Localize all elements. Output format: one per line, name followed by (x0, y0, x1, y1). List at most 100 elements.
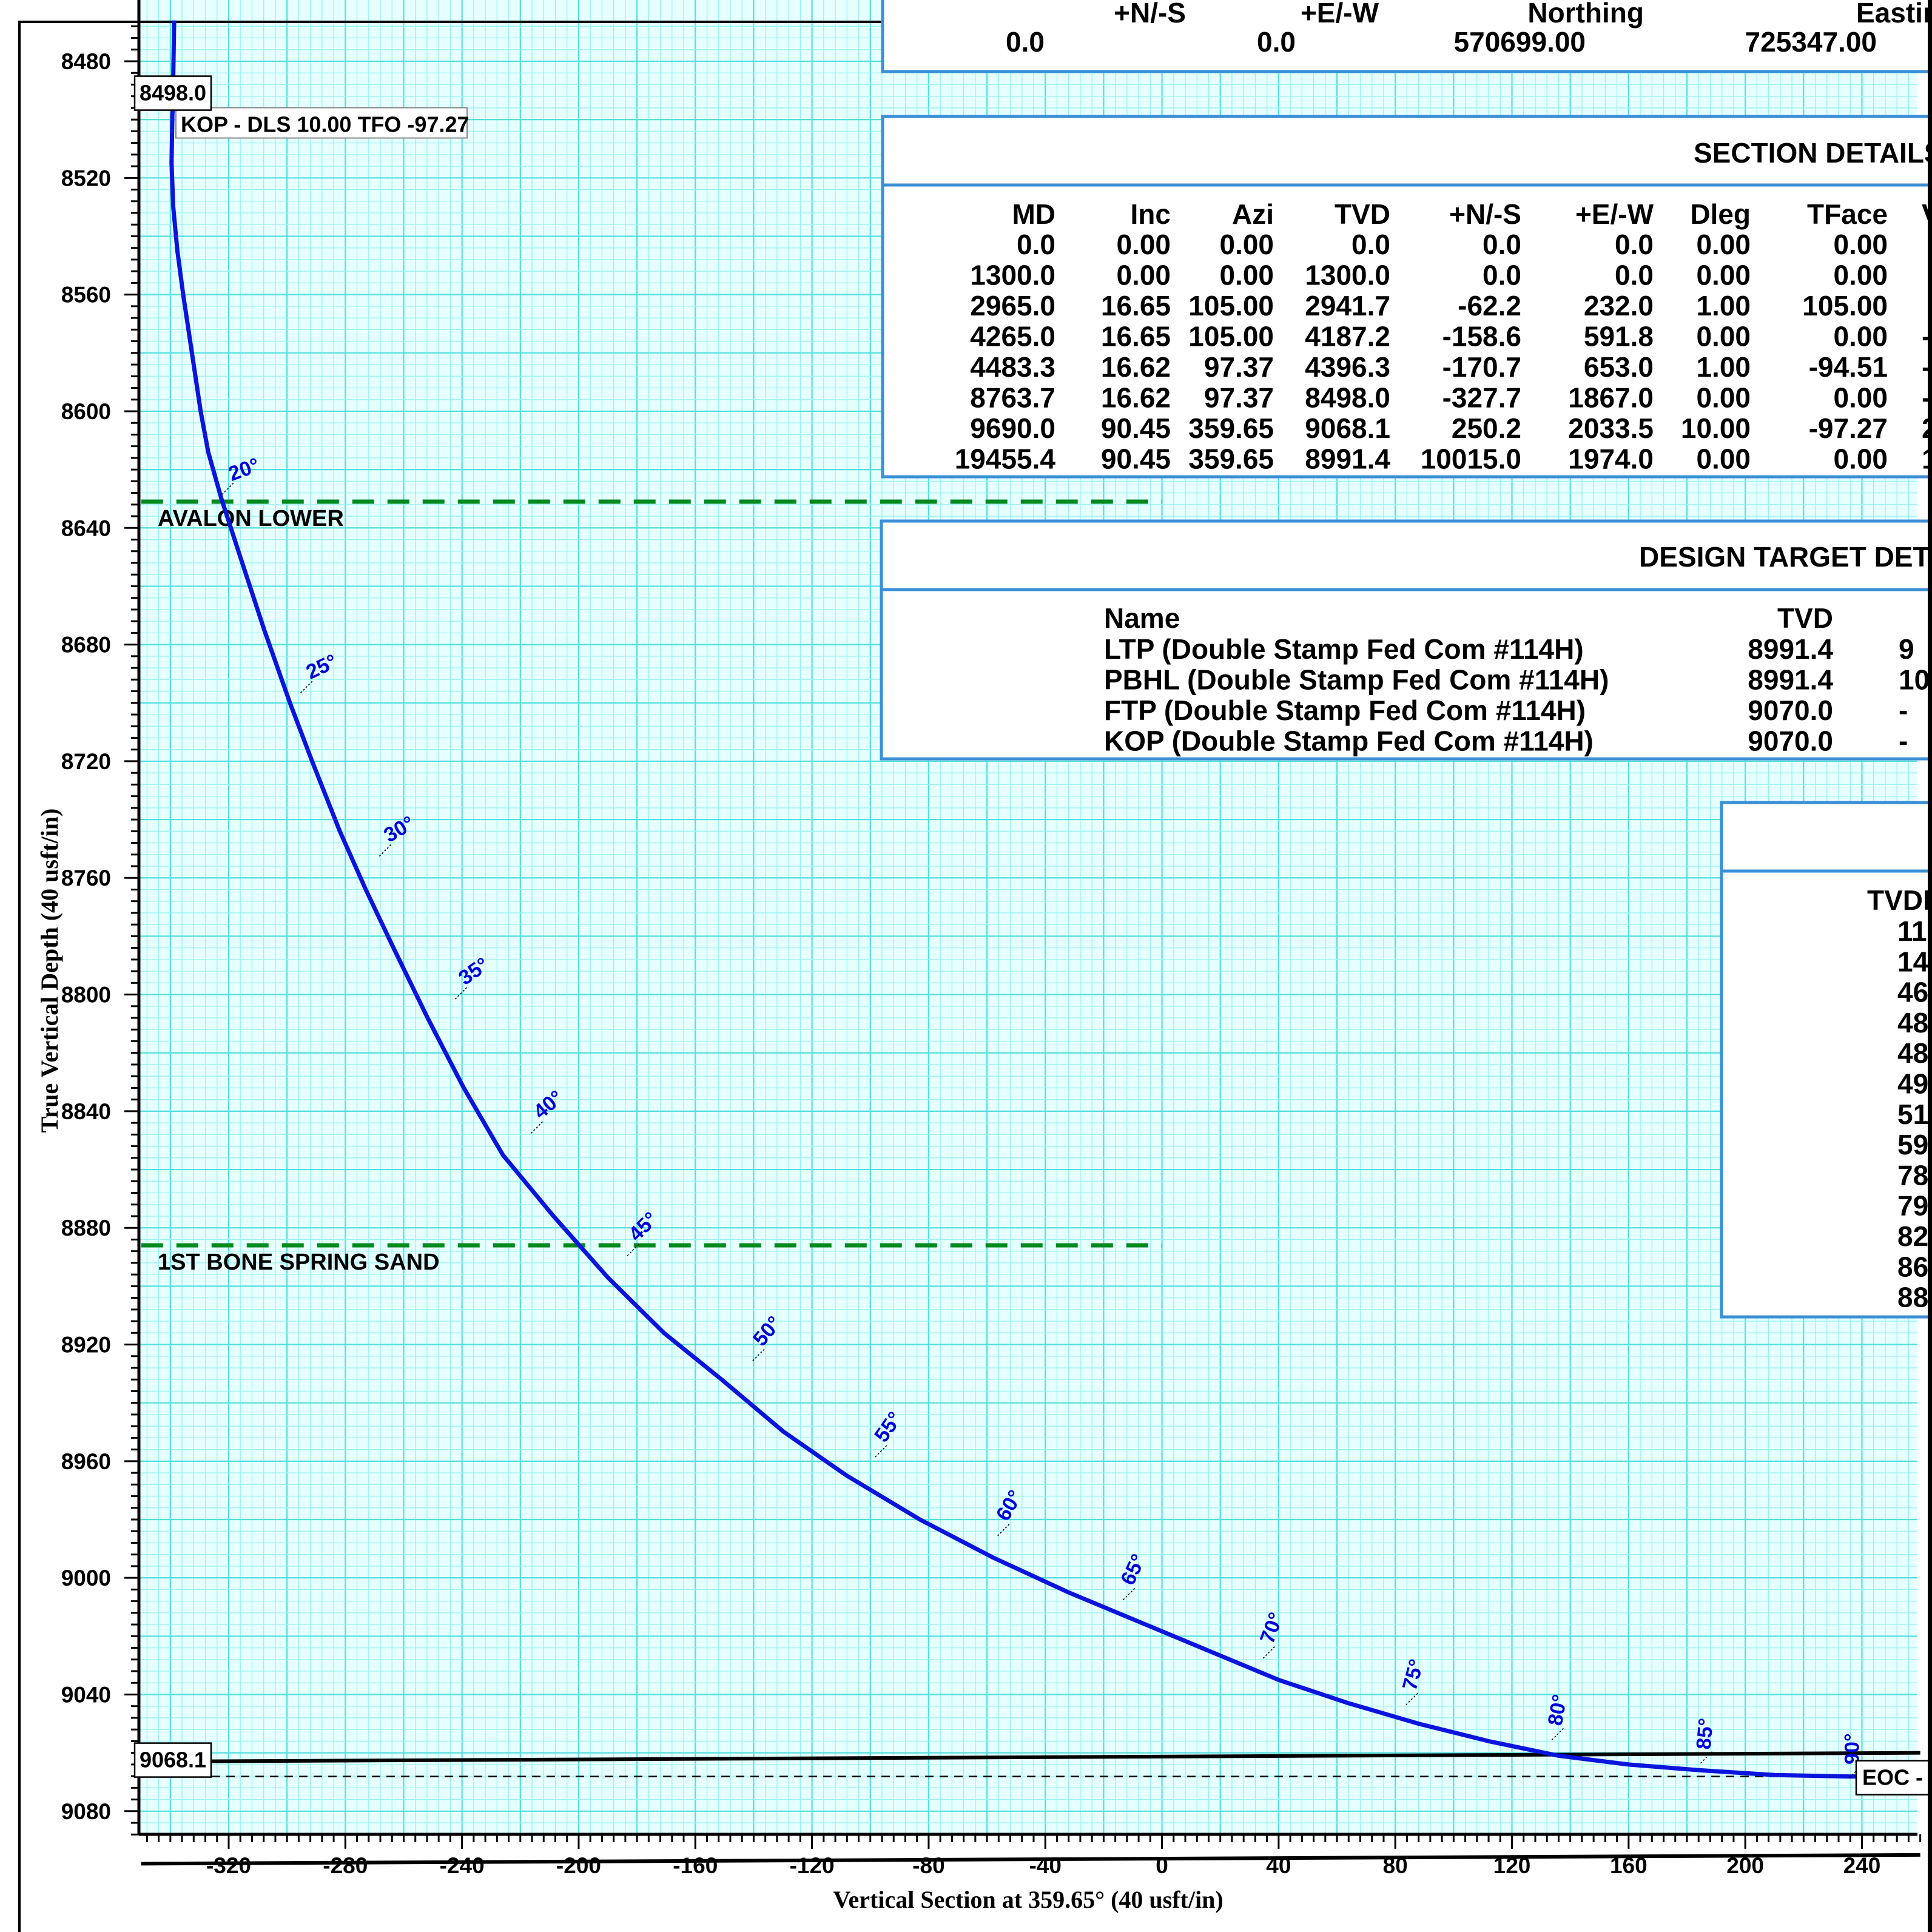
top-header-ns: +N/-S (1114, 0, 1186, 29)
top-header-northing: Northing (1527, 0, 1644, 29)
section-details-table: SECTION DETAILS MD Inc Azi TVD +N/-S +E/-W Dle… (881, 115, 1932, 479)
section-cell: 1.00 (1696, 290, 1751, 321)
section-cell: 0.00 (1833, 321, 1888, 352)
y-tick-label: 8680 (61, 633, 111, 658)
y-tick-label: 8720 (61, 749, 111, 774)
section-cell: 16.62 (1101, 382, 1171, 414)
y-tick-label: 8760 (61, 866, 111, 890)
section-cell: 0.0 (1615, 260, 1654, 291)
annotations: KOP - DLS 10.00 TFO -97.278498.09068.1EO… (133, 75, 1932, 1796)
well-path-line (169, 20, 1892, 1779)
x-tick-label: -80 (912, 1853, 944, 1878)
section-cell: 0.00 (1696, 321, 1751, 352)
section-cell: 9690.0 (970, 412, 1055, 444)
section-header: Inc (1131, 198, 1171, 230)
section-cell: 90.45 (1101, 412, 1171, 444)
section-cell: 90.45 (1101, 443, 1171, 475)
formation-tvd: 888 (1897, 1282, 1932, 1313)
x-tick-label: -280 (323, 1853, 368, 1878)
section-cell: 0.00 (1219, 229, 1274, 260)
section-cell: 0.0 (1017, 229, 1055, 260)
section-cell: 250.2 (1452, 412, 1521, 444)
well-path-series (169, 20, 1892, 1779)
section-cell: 591.8 (1584, 321, 1654, 352)
section-cell: -327.7 (1442, 382, 1521, 414)
section-header: TVD (1335, 198, 1390, 230)
section-cell: 2941.7 (1305, 290, 1390, 321)
target-tvd: 9070.0 (1748, 695, 1833, 726)
section-cell: 10.00 (1681, 412, 1751, 444)
top-value-easting: 725347.00 (1745, 26, 1877, 58)
section-cell: 653.0 (1584, 351, 1654, 383)
section-header: TFace (1807, 198, 1888, 230)
section-cell: 4483.3 (970, 351, 1055, 383)
section-cell: 97.37 (1204, 351, 1274, 383)
section-cell: 0.0 (1483, 260, 1521, 291)
section-header: Dleg (1690, 198, 1751, 230)
inclination-tick (875, 1444, 888, 1458)
section-cell: 1300.0 (1305, 260, 1390, 291)
section-cell: 0.00 (1833, 443, 1888, 475)
target-tvd: 8991.4 (1748, 633, 1833, 665)
design-target-box (880, 519, 1932, 761)
target-header-name: Name (1104, 602, 1180, 634)
inclination-label: 90° (1841, 1733, 1864, 1764)
boundary-line (141, 1751, 1920, 1764)
eoc-tvd-box (133, 1742, 212, 1778)
section-cell: -97.27 (1809, 412, 1888, 444)
x-axis-title: Vertical Section at 359.65° (40 usft/in) (833, 1886, 1223, 1913)
y-tick-label: 8840 (61, 1099, 111, 1124)
formation-table: TVDP 11014046248448449251259778479282886… (1720, 801, 1932, 1319)
formation-tvd: 784 (1897, 1159, 1932, 1191)
y-tick-label: 8640 (61, 516, 111, 540)
section-cell: 16.65 (1101, 321, 1171, 352)
section-cell: 105.00 (1188, 321, 1274, 352)
inclination-label: 80° (1544, 1693, 1572, 1728)
section-cell: 105.00 (1802, 290, 1888, 321)
x-tick-label: -120 (790, 1853, 835, 1878)
section-cell: 0.00 (1696, 443, 1751, 475)
boundary-line (141, 1853, 1920, 1866)
section-cell: 0.00 (1116, 260, 1171, 291)
y-tick-label: 8560 (61, 283, 111, 308)
section-cell: 4396.3 (1305, 351, 1390, 383)
top-value-ns: 0.0 (1006, 26, 1045, 58)
section-cell: 16.65 (1101, 290, 1171, 321)
top-header-easting: Eastin (1856, 0, 1932, 29)
section-cell: 232.0 (1584, 290, 1654, 321)
top-table: +N/-S +E/-W Northing Eastin 0.0 0.0 5706… (881, 0, 1932, 73)
eoc-tvd-value: 9068.1 (140, 1748, 206, 1772)
kop-tvd-value: 8498.0 (140, 81, 206, 106)
section-header: +E/-W (1575, 198, 1654, 230)
y-tick-label: 8480 (61, 49, 111, 74)
section-cell: 359.65 (1188, 412, 1274, 444)
kop-label: KOP - DLS 10.00 TFO -97.27 (181, 112, 470, 137)
target-extra: 10 (1899, 664, 1930, 696)
inclination-tick (1405, 1692, 1419, 1706)
section-cell: 9068.1 (1305, 412, 1390, 444)
formation-tvd: 110 (1897, 915, 1932, 947)
section-cell: 2033.5 (1568, 412, 1654, 444)
formation-tvd: 484 (1897, 1007, 1932, 1038)
formation-tvd: 863 (1897, 1251, 1932, 1282)
section-header: Azi (1232, 198, 1274, 230)
inclination-tick (530, 1120, 544, 1134)
target-header-tvd: TVD (1777, 602, 1833, 634)
y-tick-label: 8600 (61, 399, 111, 424)
formation-tvd: 484 (1897, 1037, 1932, 1069)
x-tick-label: 240 (1843, 1853, 1881, 1878)
section-cell: -62.2 (1458, 290, 1521, 321)
section-cell: 8498.0 (1305, 382, 1390, 414)
top-header-ew: +E/-W (1301, 0, 1379, 29)
section-cell: 0.00 (1833, 382, 1888, 414)
target-name: KOP (Double Stamp Fed Com #114H) (1104, 725, 1594, 757)
section-cell: 1.00 (1696, 351, 1751, 383)
formation-tvd: 492 (1897, 1068, 1932, 1100)
section-cell: 0.0 (1615, 229, 1654, 260)
top-value-ew: 0.0 (1257, 26, 1296, 58)
inclination-tick (752, 1348, 766, 1361)
x-tick-label: -40 (1029, 1853, 1061, 1878)
section-cell: 0.00 (1696, 382, 1751, 414)
formation-tvd: 597 (1897, 1129, 1932, 1160)
